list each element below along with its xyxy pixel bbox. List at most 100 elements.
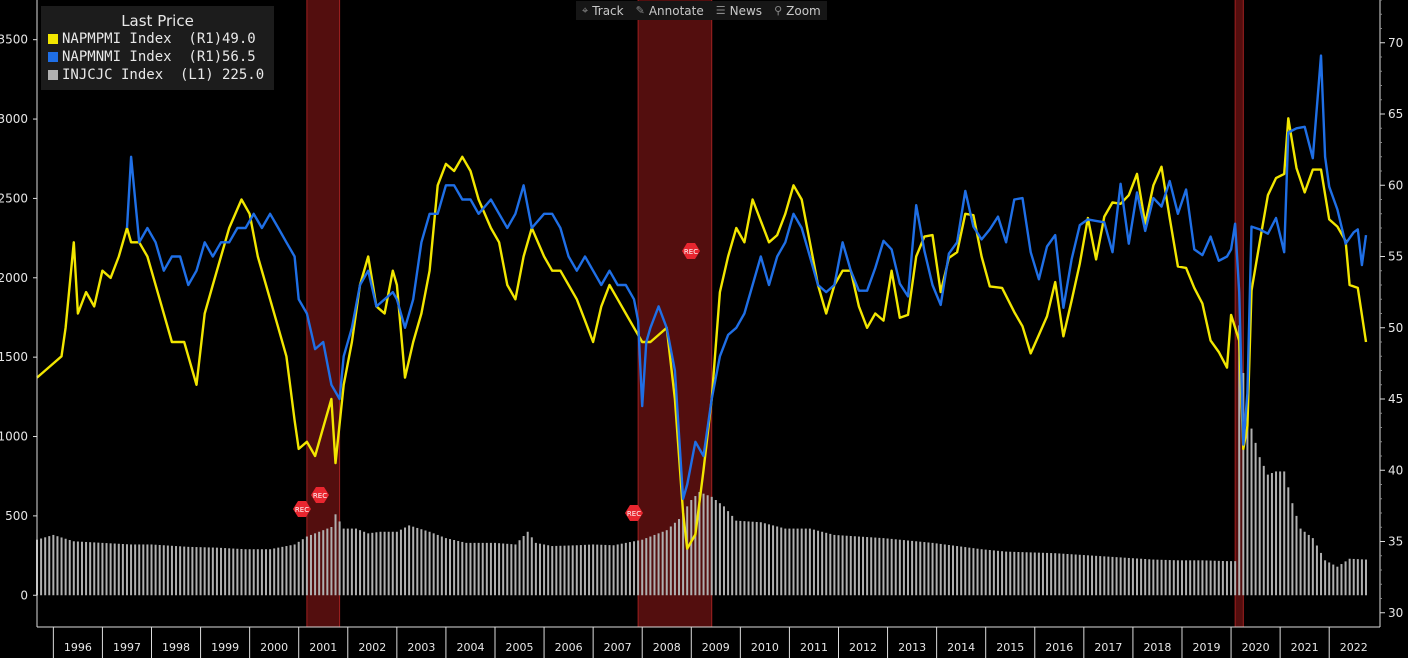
claims-bar [359,530,362,596]
claims-bar [334,514,337,596]
claims-bar [305,536,308,596]
news-button[interactable]: ☰ News [710,1,768,20]
track-button[interactable]: ⌖ Track [576,1,630,20]
legend-value-napmnmi: 56.5 [222,49,256,65]
claims-bar [461,541,464,596]
claims-bar [502,543,505,596]
claims-bar [154,544,157,596]
claims-bar [269,549,272,596]
year-label: 2009 [702,641,730,654]
claims-bar [866,537,869,596]
claims-bar [780,527,783,596]
claims-bar [244,549,247,596]
claims-bar [1164,559,1167,596]
claims-bar [412,526,415,596]
claims-bar [841,535,844,596]
claims-bar [1189,560,1192,596]
claims-bar [1050,553,1053,596]
claims-bar [792,528,795,596]
claims-bar [1307,534,1310,596]
claims-bar [596,544,599,596]
napmnmi-line[interactable] [125,54,1368,500]
claims-bar [902,540,905,596]
year-label: 2001 [309,641,337,654]
left-tick-label: 500 [5,509,28,523]
claims-bar [175,546,178,596]
claims-bar [927,542,930,596]
legend-item-injcjc[interactable]: INJCJC Index (L1) 225.0 [41,66,274,84]
claims-bar [882,538,885,596]
claims-bar [894,539,897,596]
claims-bar [653,534,656,596]
claims-bar [543,544,546,596]
claims-bar [1266,474,1269,596]
claims-bar [1070,554,1073,596]
claims-bar [142,544,145,596]
claims-bar [399,529,402,596]
claims-bar [1131,558,1134,596]
claims-bar [1099,556,1102,596]
claims-bar [951,545,954,596]
claims-bar [1001,551,1004,596]
claims-bar [1029,552,1032,596]
claims-bar [547,545,550,596]
pencil-icon: ✎ [635,4,645,17]
right-tick-label: 55 [1388,250,1403,264]
claims-bar [1225,561,1228,596]
right-tick-label: 70 [1388,36,1403,50]
rec-marker[interactable]: REC [682,243,700,259]
claims-bar [1320,552,1323,596]
year-label: 1998 [162,641,190,654]
claims-bar [964,547,967,596]
claims-bar [837,535,840,596]
claims-bar [1356,559,1359,596]
year-label: 2004 [456,641,484,654]
rec-marker[interactable]: REC [293,501,311,517]
claims-bar [678,519,681,596]
claims-bar [489,542,492,596]
claims-bar [583,544,586,596]
claims-bar [240,548,243,596]
rec-marker[interactable]: REC [311,487,329,503]
claims-bar [170,545,173,596]
claims-bar [1160,559,1163,596]
claims-bar [101,542,104,596]
claims-bar [735,520,738,596]
annotate-button[interactable]: ✎ Annotate [630,1,710,20]
claims-bar [1041,552,1044,596]
claims-bar [1013,551,1016,596]
claims-bar [420,529,423,596]
claims-bar [44,537,47,596]
year-label: 2008 [653,641,681,654]
claims-bar [1046,552,1049,596]
zoom-button[interactable]: ⚲ Zoom [768,1,827,20]
claims-bar [1328,562,1331,596]
claims-bar [1262,465,1265,596]
claims-bar [1340,564,1343,596]
claims-bar [1037,552,1040,596]
legend-item-napmpmi[interactable]: NAPMPMI Index (R1) 49.0 [41,30,274,48]
claims-bar [833,534,836,596]
claims-bar [1017,551,1020,596]
claims-bar [457,540,460,596]
claims-bar [796,528,799,596]
claims-bar [788,528,791,596]
claims-bar [1336,566,1339,596]
claims-bar [919,541,922,596]
claims-bar [1180,560,1183,596]
claims-bar [874,537,877,596]
claims-bar [473,542,476,596]
rec-marker[interactable]: REC [625,505,643,521]
legend-item-napmnmi[interactable]: NAPMNMI Index (R1) 56.5 [41,48,274,66]
claims-bar [322,530,325,596]
claims-bar [1295,515,1298,596]
claims-bar [220,547,223,596]
claims-bar [641,539,644,596]
claims-bar [1246,400,1249,596]
claims-bar [763,523,766,596]
claims-bar [1209,560,1212,596]
claims-bar [228,548,231,596]
claims-bar [984,549,987,596]
claims-bar [727,511,730,596]
